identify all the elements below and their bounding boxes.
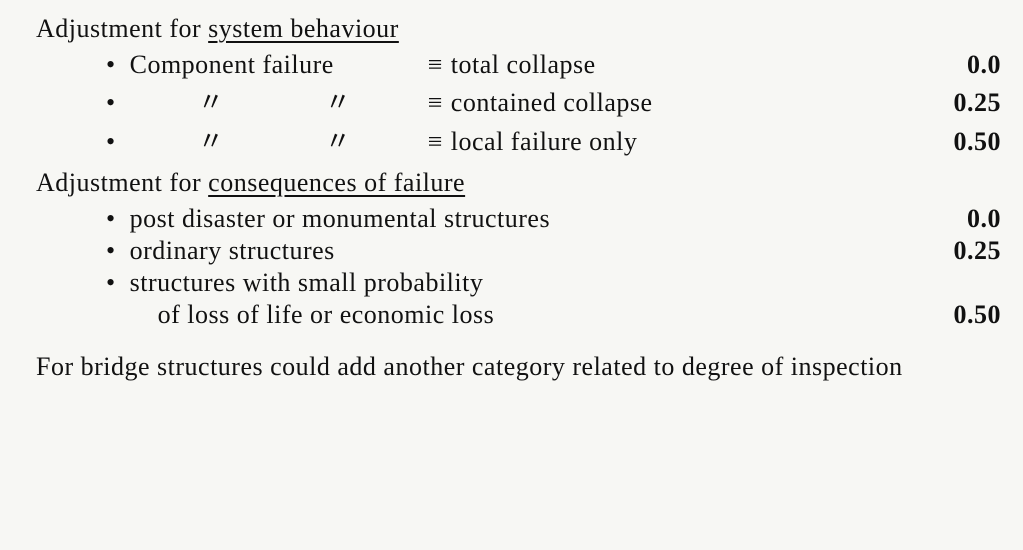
item-desc: contained collapse [451,88,761,118]
item-value: 0.50 [934,300,1002,330]
ditto-label: 〃 〃 [130,121,420,158]
item-value: 0.25 [934,236,1002,266]
heading-consequences: Adjustment for consequences of failure [36,168,1001,198]
bullet-icon: • [106,236,116,266]
list-item: • post disaster or monumental structures… [106,204,1001,234]
heading-underlined: consequences of failure [208,168,465,198]
item-text: of loss of life or economic loss [130,300,798,330]
item-value: 0.0 [947,50,1001,80]
ditto-label: 〃 〃 [130,82,420,119]
list-item: • 〃 〃 ≡ contained collapse 0.25 [106,82,1001,119]
item-desc: total collapse [451,50,761,80]
heading-prefix: Adjustment for [36,14,201,44]
item-desc: local failure only [451,127,761,157]
list-item: • 〃 〃 ≡ local failure only 0.50 [106,121,1001,158]
item-value: 0.25 [934,88,1002,118]
list-item-continuation: • of loss of life or economic loss 0.50 [106,300,1001,330]
bullet-icon: • [106,88,116,118]
item-text: ordinary structures [130,236,770,266]
item-text: structures with small probability [130,268,770,298]
heading-prefix: Adjustment for [36,168,201,198]
bullet-icon: • [106,204,116,234]
equiv-symbol: ≡ [428,88,443,118]
equiv-symbol: ≡ [428,127,443,157]
list-item: • structures with small probability [106,268,1001,298]
bullet-icon: • [106,50,116,80]
item-value: 0.0 [947,204,1001,234]
note-paragraph: For bridge structures could add another … [36,348,986,386]
list-item: • ordinary structures 0.25 [106,236,1001,266]
equiv-symbol: ≡ [428,50,443,80]
item-text: post disaster or monumental structures [130,204,770,234]
bullet-icon: • [106,268,116,298]
heading-underlined: system behaviour [208,14,399,44]
item-value: 0.50 [934,127,1002,157]
heading-system-behaviour: Adjustment for system behaviour [36,14,1001,44]
bullet-icon: • [106,127,116,157]
item-label: Component failure [130,50,420,80]
list-item: • Component failure ≡ total collapse 0.0 [106,50,1001,80]
